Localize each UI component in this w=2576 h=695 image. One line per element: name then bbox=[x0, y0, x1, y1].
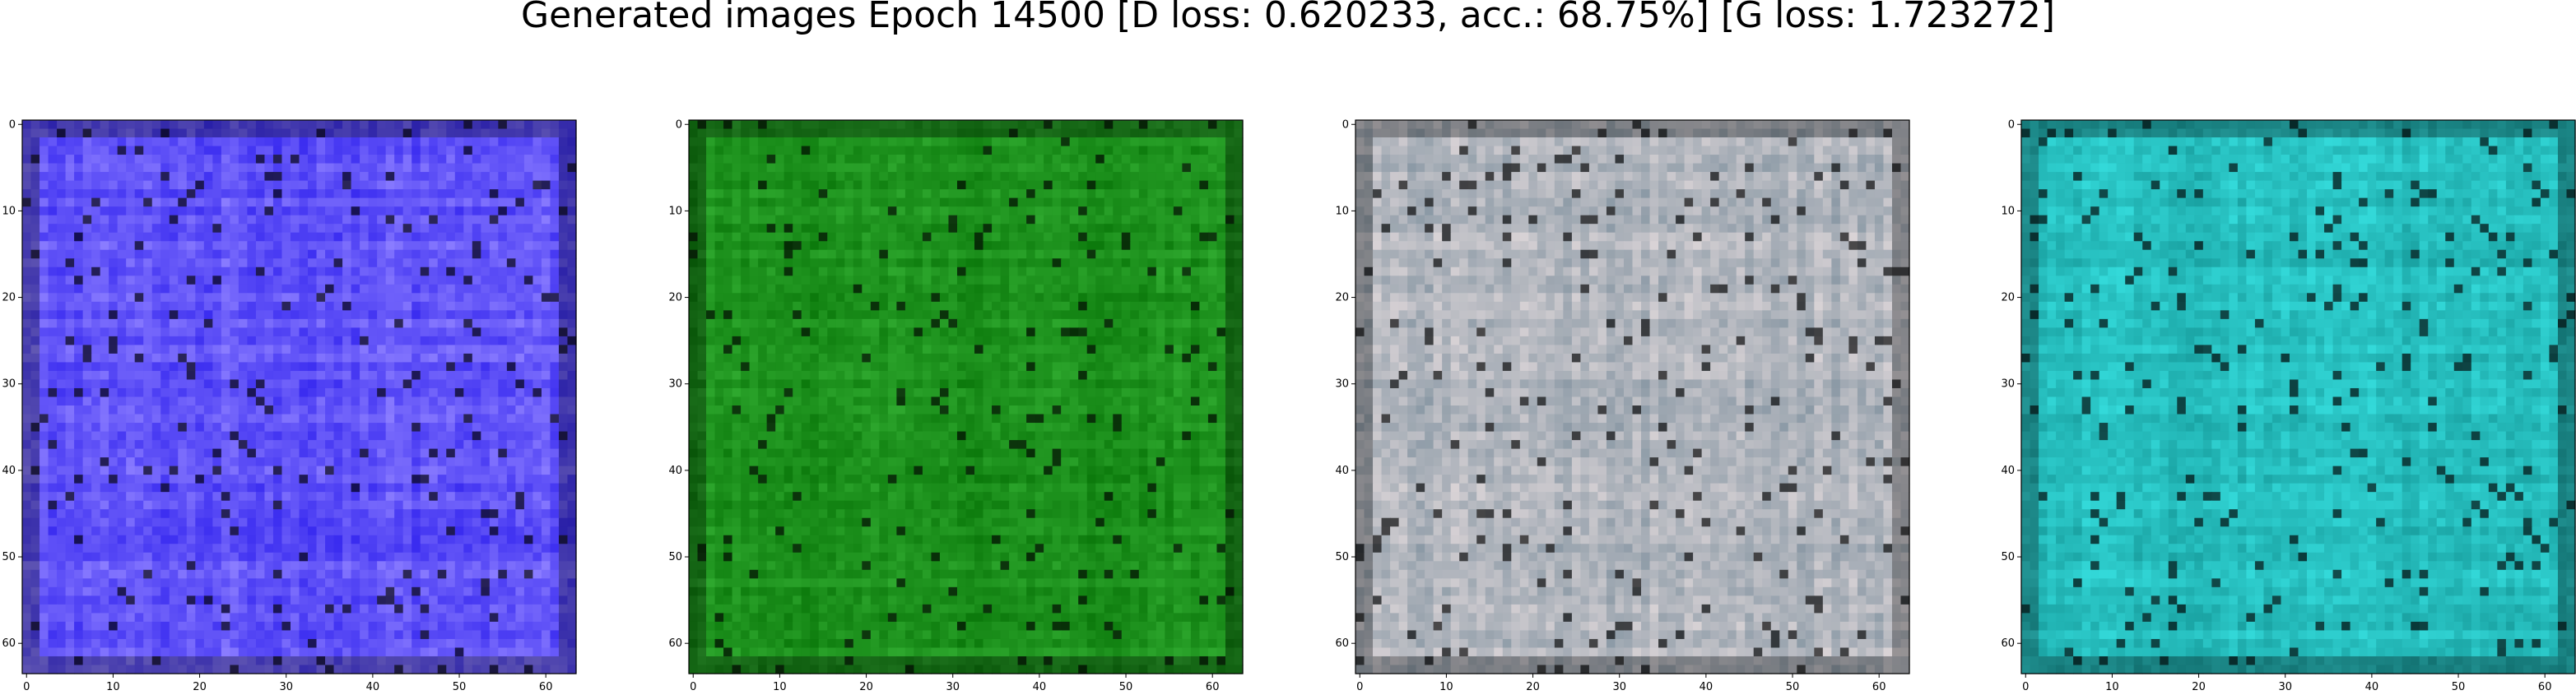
y-tick-label: 40 bbox=[2, 465, 16, 477]
x-tick-label: 30 bbox=[1612, 681, 1626, 693]
y-tick-label: 10 bbox=[2001, 205, 2015, 217]
x-tick-label: 30 bbox=[2278, 681, 2292, 693]
image-pixels bbox=[1355, 120, 1910, 674]
y-tick-label: 30 bbox=[1335, 378, 1349, 391]
generated-image-2: 0 10 20 30 40 50 60 0 10 20 30 40 50 60 bbox=[668, 118, 1243, 693]
y-tick-label: 10 bbox=[1335, 205, 1349, 217]
y-tick-label: 40 bbox=[2001, 465, 2015, 477]
x-tick-label: 50 bbox=[453, 681, 467, 693]
y-tick-label: 60 bbox=[2, 637, 16, 650]
y-tick-label: 30 bbox=[2001, 378, 2015, 391]
y-tick-label: 0 bbox=[2008, 118, 2015, 131]
y-tick-label: 50 bbox=[2001, 551, 2015, 563]
y-tick-label: 40 bbox=[668, 465, 682, 477]
x-tick-label: 40 bbox=[366, 681, 380, 693]
x-tick-label: 10 bbox=[2105, 681, 2119, 693]
y-tick-label: 10 bbox=[2, 205, 16, 217]
y-tick-label: 0 bbox=[676, 118, 682, 131]
x-tick-label: 10 bbox=[1439, 681, 1453, 693]
y-tick-label: 20 bbox=[2001, 292, 2015, 304]
y-tick-label: 20 bbox=[668, 292, 682, 304]
x-tick-label: 0 bbox=[690, 681, 696, 693]
x-tick-label: 60 bbox=[539, 681, 553, 693]
y-tick-label: 60 bbox=[2001, 637, 2015, 650]
y-tick-label: 50 bbox=[1335, 551, 1349, 563]
x-tick-label: 60 bbox=[2538, 681, 2552, 693]
y-tick-label: 0 bbox=[9, 118, 16, 131]
x-tick-label: 60 bbox=[1206, 681, 1220, 693]
y-tick-label: 40 bbox=[1335, 465, 1349, 477]
image-pixels bbox=[2021, 120, 2576, 674]
y-tick-label: 0 bbox=[1342, 118, 1349, 131]
x-tick-label: 30 bbox=[946, 681, 960, 693]
x-tick-label: 10 bbox=[773, 681, 787, 693]
x-tick-label: 50 bbox=[1119, 681, 1133, 693]
image-pixels bbox=[689, 120, 1244, 674]
y-tick-label: 60 bbox=[1335, 637, 1349, 650]
x-tick-label: 40 bbox=[2365, 681, 2379, 693]
y-tick-label: 60 bbox=[668, 637, 682, 650]
y-tick-label: 10 bbox=[668, 205, 682, 217]
x-tick-label: 60 bbox=[1872, 681, 1886, 693]
x-tick-label: 50 bbox=[2452, 681, 2466, 693]
x-tick-label: 20 bbox=[193, 681, 207, 693]
y-tick-label: 30 bbox=[668, 378, 682, 391]
x-tick-label: 50 bbox=[1786, 681, 1800, 693]
figure-title: Generated images Epoch 14500 [D loss: 0.… bbox=[521, 0, 2055, 36]
y-tick-label: 30 bbox=[2, 378, 16, 391]
y-tick-label: 50 bbox=[668, 551, 682, 563]
y-tick-label: 20 bbox=[1335, 292, 1349, 304]
x-tick-label: 20 bbox=[859, 681, 873, 693]
y-tick-label: 20 bbox=[2, 292, 16, 304]
x-tick-label: 10 bbox=[106, 681, 120, 693]
y-tick-label: 50 bbox=[2, 551, 16, 563]
image-pixels bbox=[22, 120, 577, 674]
x-tick-label: 20 bbox=[2192, 681, 2206, 693]
x-tick-label: 0 bbox=[1356, 681, 1363, 693]
generated-image-4: 0 10 20 30 40 50 60 0 10 20 30 40 50 60 bbox=[2001, 118, 2575, 693]
x-tick-label: 0 bbox=[2022, 681, 2029, 693]
generated-image-1: 0 10 20 30 40 50 60 0 10 20 30 40 50 60 bbox=[2, 118, 576, 693]
x-tick-label: 20 bbox=[1526, 681, 1540, 693]
generated-image-3: 0 10 20 30 40 50 60 0 10 20 30 40 50 60 bbox=[1335, 118, 1909, 693]
x-tick-label: 30 bbox=[279, 681, 293, 693]
x-tick-label: 0 bbox=[23, 681, 30, 693]
x-tick-label: 40 bbox=[1700, 681, 1713, 693]
x-tick-label: 40 bbox=[1033, 681, 1047, 693]
